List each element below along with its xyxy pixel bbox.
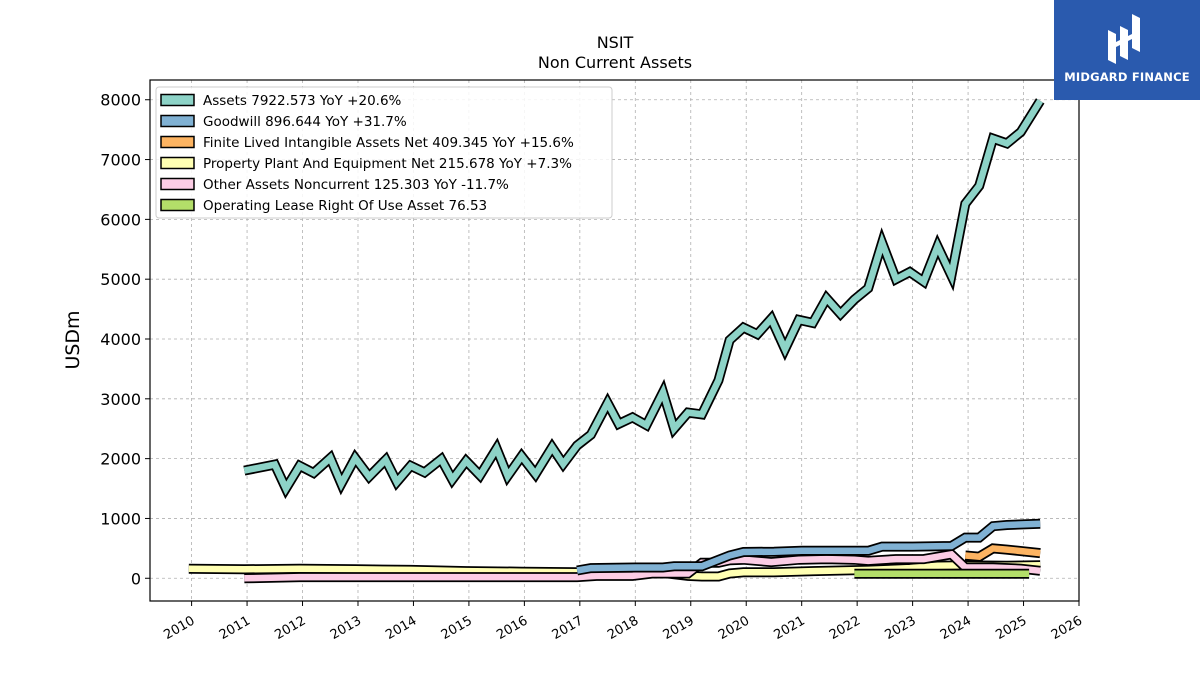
x-tick-label: 2012 xyxy=(272,613,308,643)
series-line xyxy=(243,99,1043,496)
x-tick-label: 2021 xyxy=(772,613,808,643)
y-tick-label: 7000 xyxy=(100,151,141,170)
legend-entry: Other Assets Noncurrent 125.303 YoY -11.… xyxy=(203,177,509,193)
x-tick-label: 2022 xyxy=(827,613,863,643)
x-tick-label: 2015 xyxy=(439,613,475,643)
legend-entry: Goodwill 896.644 YoY +31.7% xyxy=(203,114,407,130)
y-tick-label: 1000 xyxy=(100,509,141,528)
x-tick-label: 2024 xyxy=(938,613,974,643)
legend-swatch xyxy=(160,177,195,191)
logo-brand-text: MIDGARD FINANCE xyxy=(1064,70,1190,84)
legend-swatch xyxy=(160,114,195,128)
y-tick-label: 0 xyxy=(131,569,141,588)
legend-swatch xyxy=(160,156,195,170)
y-tick-label: 5000 xyxy=(100,270,141,289)
midgard-logo-icon xyxy=(1108,14,1140,64)
legend-box xyxy=(155,86,613,219)
series-layer xyxy=(188,98,1045,584)
x-tick-label: 2019 xyxy=(661,613,697,643)
legend-swatch xyxy=(160,135,195,149)
y-tick-label: 2000 xyxy=(100,450,141,469)
legend-swatch xyxy=(160,93,195,107)
legend-swatch xyxy=(160,198,195,212)
series-line xyxy=(965,545,1041,561)
chart-subtitle: Non Current Assets xyxy=(538,53,692,72)
series-line xyxy=(188,562,1041,580)
x-tick-label: 2017 xyxy=(550,613,586,643)
y-tick-label: 8000 xyxy=(100,91,141,110)
legend: Assets 7922.573 YoY +20.6% Goodwill 896.6… xyxy=(155,86,613,219)
legend-entry: Operating Lease Right Of Use Asset 76.53 xyxy=(203,198,487,214)
chart-title: NSIT xyxy=(597,33,634,52)
x-tick-label: 2016 xyxy=(494,613,530,643)
y-tick-label: 3000 xyxy=(100,390,141,409)
y-axis-label: USDm xyxy=(62,310,84,369)
legend-entry: Assets 7922.573 YoY +20.6% xyxy=(203,93,402,109)
legend-entry: Property Plant And Equipment Net 215.678… xyxy=(203,156,572,172)
x-tick-label: 2023 xyxy=(882,613,918,643)
y-tick-label: 4000 xyxy=(100,330,141,349)
x-tick-label: 2011 xyxy=(217,613,253,643)
series-line xyxy=(576,520,1041,574)
plot-frame xyxy=(149,79,1080,602)
x-tick-label: 2020 xyxy=(716,613,752,643)
midgard-finance-logo: MIDGARD FINANCE xyxy=(1054,0,1200,100)
y-tick-label: 6000 xyxy=(100,210,141,229)
x-tick-label: 2013 xyxy=(328,613,364,643)
x-tick-label: 2018 xyxy=(605,613,641,643)
x-tick-label: 2010 xyxy=(161,613,197,643)
x-tick-label: 2025 xyxy=(993,613,1029,643)
x-tick-label: 2014 xyxy=(383,613,419,643)
legend-entry: Finite Lived Intangible Assets Net 409.3… xyxy=(203,135,574,151)
x-tick-label: 2026 xyxy=(1049,613,1085,643)
